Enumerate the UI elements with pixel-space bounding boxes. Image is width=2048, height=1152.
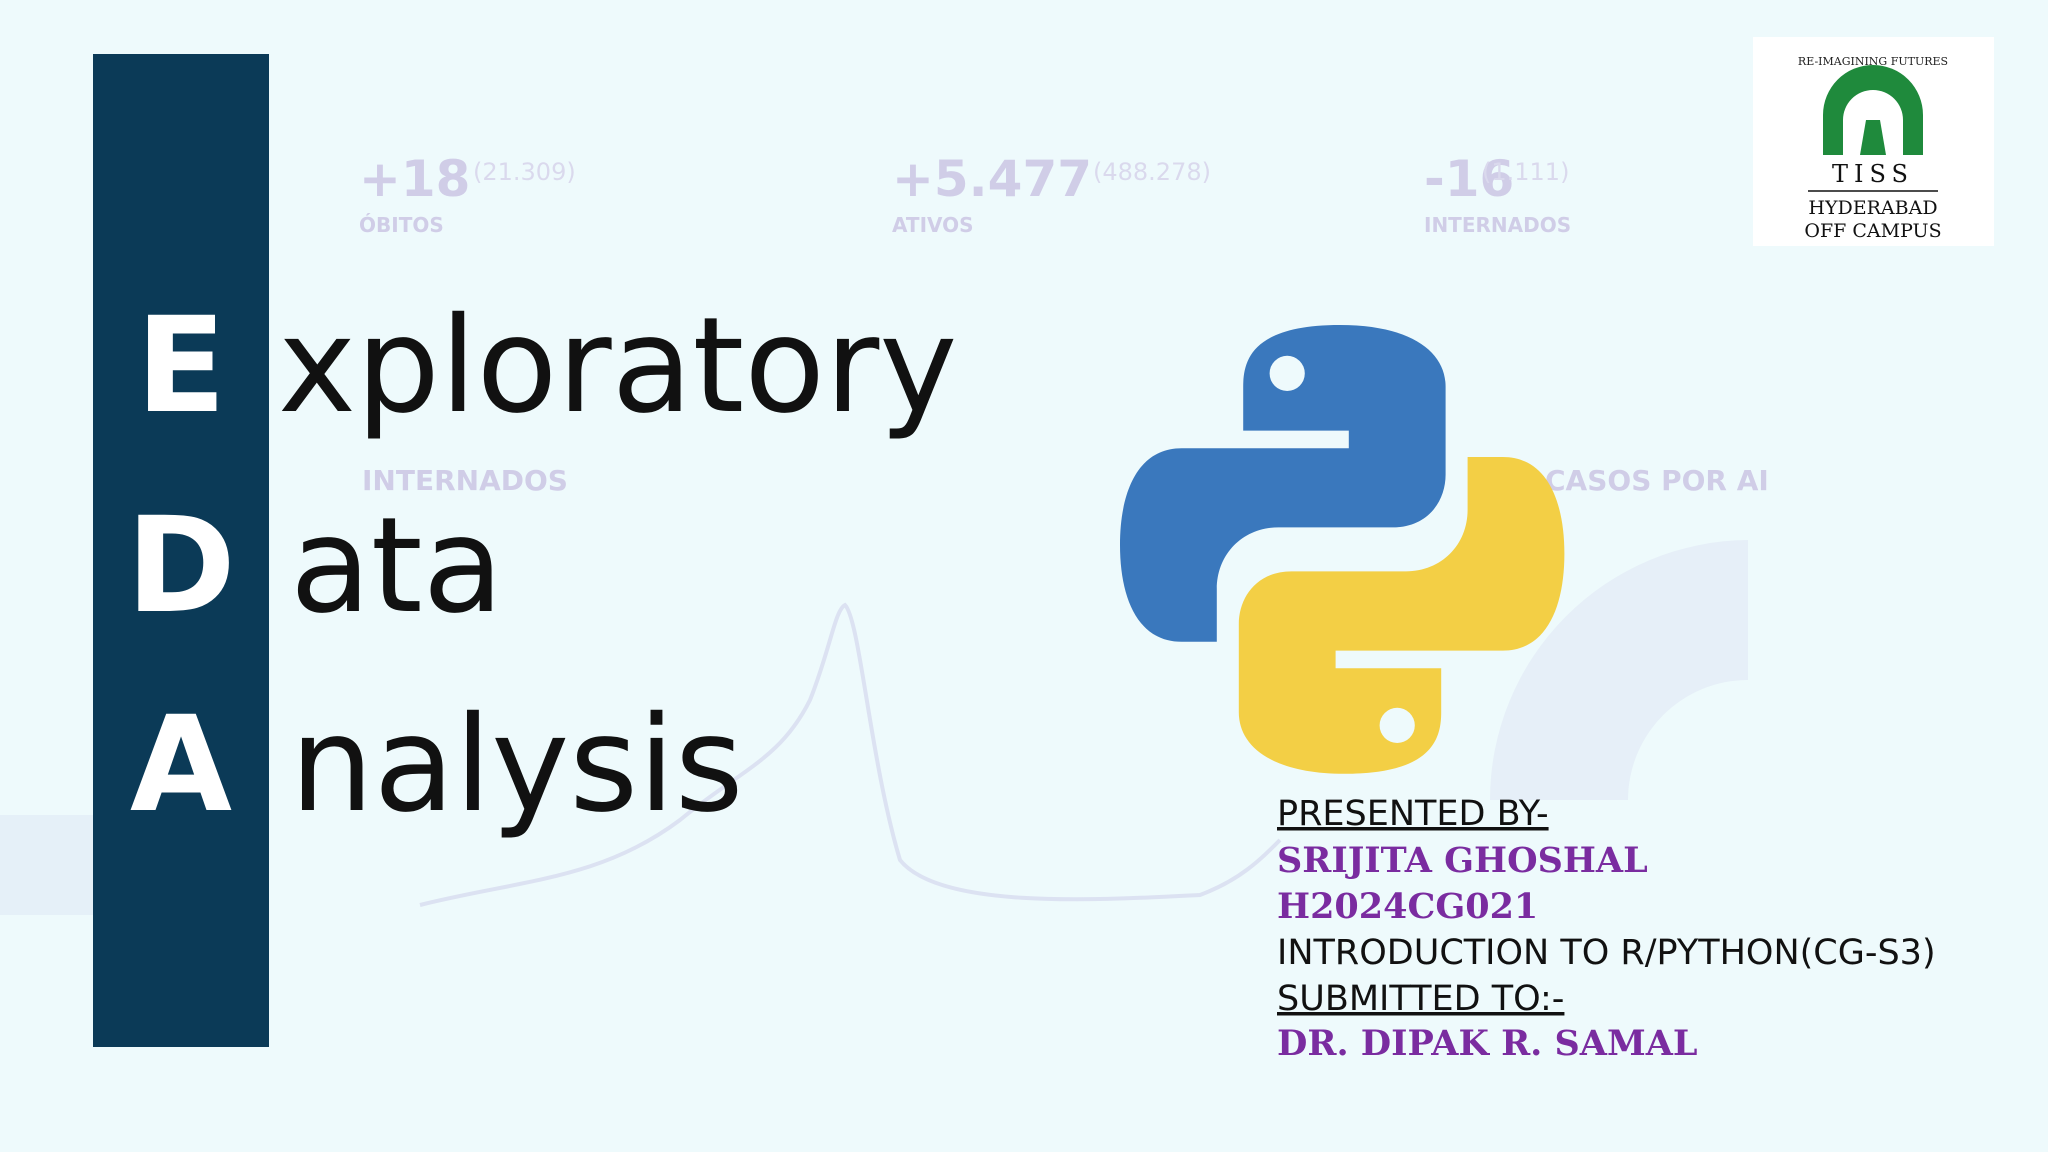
stat-note: (21.309): [473, 158, 576, 186]
python-yellow: [1238, 457, 1565, 774]
presenter-id: H2024CG021: [1277, 886, 1538, 927]
submitted-label: SUBMITTED TO:-: [1277, 979, 1564, 1019]
side-bar: [93, 54, 269, 1047]
logo-line: HYDERABAD: [1808, 197, 1937, 219]
logo-line: OFF CAMPUS: [1804, 220, 1941, 242]
stat-label: ÓBITOS: [359, 213, 444, 237]
logo-name: TISS: [1832, 160, 1914, 188]
logo-tree: [1860, 120, 1886, 155]
title-word: nalysis: [290, 688, 744, 842]
stat-value: +5.477: [892, 150, 1092, 208]
title-initial: E: [136, 289, 226, 443]
tiss-logo: RE-IMAGINING FUTURES TISS HYDERABAD OFF …: [1753, 37, 1994, 246]
presented-label: PRESENTED BY-: [1277, 794, 1549, 834]
python-blue: [1120, 325, 1446, 642]
teacher-name: DR. DIPAK R. SAMAL: [1277, 1023, 1697, 1064]
stat-note: (488.278): [1093, 158, 1211, 186]
stat-note: (1.111): [1482, 158, 1569, 186]
stat-label: INTERNADOS: [1424, 213, 1571, 237]
course: INTRODUCTION TO R/PYTHON(CG-S3): [1277, 933, 1936, 973]
logo-arc-text: RE-IMAGINING FUTURES: [1798, 55, 1948, 68]
panel-title: INTERNADOS: [362, 464, 568, 497]
faded-donut: [1490, 540, 1748, 800]
stat-value: +18: [359, 150, 470, 208]
stat-value: -16: [1424, 150, 1514, 208]
faded-area: [0, 815, 93, 915]
python-eye: [1379, 707, 1415, 743]
python-eye: [1269, 355, 1305, 391]
python-logo: [1120, 325, 1565, 774]
title-word: xploratory: [278, 289, 957, 443]
panel-title: CASOS POR AI: [1545, 464, 1769, 497]
background-dashboard: +18 (21.309) ÓBITOS +5.477 (488.278) ATI…: [0, 150, 1769, 915]
logo-arch: [1823, 65, 1923, 155]
stat-label: ATIVOS: [892, 213, 974, 237]
title-word: ata: [290, 489, 504, 643]
title-initial: D: [126, 489, 236, 643]
title-initial: A: [130, 688, 232, 842]
presenter-name: SRIJITA GHOSHAL: [1277, 840, 1648, 881]
faded-line: [419, 602, 1282, 907]
